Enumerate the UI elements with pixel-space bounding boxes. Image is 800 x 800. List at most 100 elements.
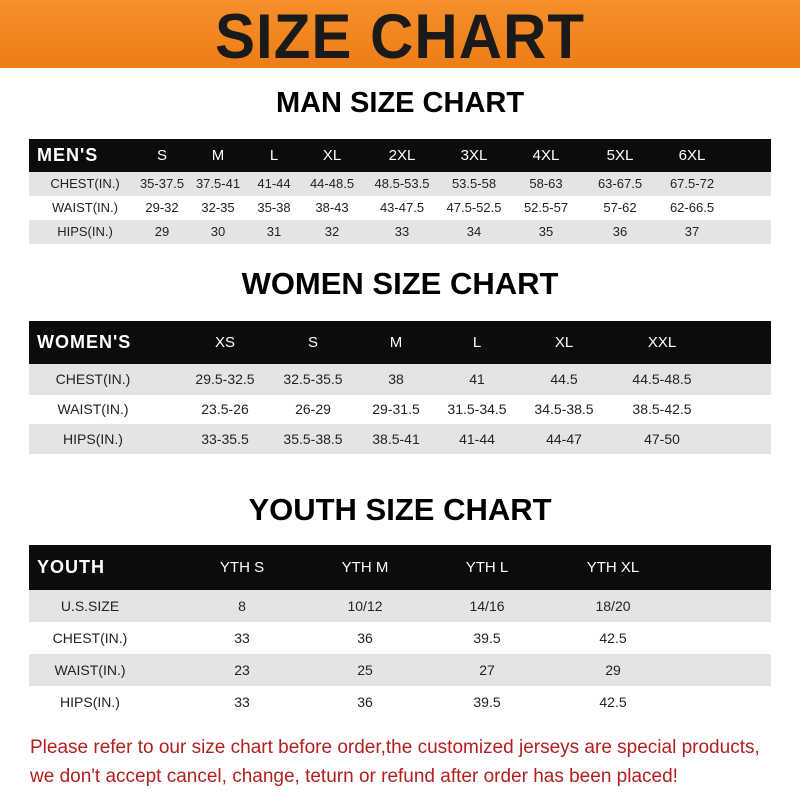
table-cell: 39.5 [473, 630, 501, 646]
table-cell: 31.5-34.5 [447, 401, 507, 417]
table-cell: 30 [210, 224, 226, 239]
page-title: SIZE CHART [215, 1, 585, 72]
table-cell: 8 [238, 598, 246, 614]
size-header: XXL [647, 334, 677, 351]
size-header: 4XL [532, 147, 560, 164]
table-cell: 32 [324, 224, 340, 239]
size-header: XL [322, 147, 342, 164]
table-cell: 33 [394, 224, 410, 239]
row-label: HIPS(IN.) [60, 694, 120, 710]
table-row: HIPS(IN.) 33 36 39.5 42.5 [29, 686, 771, 718]
size-header: M [211, 147, 225, 164]
table-cell: 44.5 [550, 371, 578, 387]
table-cell: 42.5 [599, 694, 627, 710]
table-cell: 31 [266, 224, 282, 239]
table-cell: 43-47.5 [379, 200, 425, 215]
table-title-cell: YOUTH [37, 557, 105, 577]
row-label: CHEST(IN.) [50, 176, 120, 191]
size-header: YTH S [219, 559, 265, 576]
table-row: CHEST(IN.) 35-37.5 37.5-41 41-44 44-48.5 48.5… [29, 172, 771, 196]
table-cell: 41-44 [459, 431, 495, 447]
table-cell: 26-29 [295, 401, 331, 417]
table-cell: 29.5-32.5 [195, 371, 255, 387]
table-cell: 35 [538, 224, 554, 239]
youth-size-chart-heading: YOUTH SIZE CHART [248, 492, 552, 527]
table-cell: 39.5 [473, 694, 501, 710]
table-cell: 35-37.5 [139, 176, 185, 191]
table-cell: 38 [388, 371, 404, 387]
table-title-cell: WOMEN'S [37, 332, 132, 352]
women-size-chart-heading: WOMEN SIZE CHART [241, 266, 559, 301]
table-cell: 25 [357, 662, 373, 678]
row-label: WAIST(IN.) [52, 200, 118, 215]
table-header-row: MEN'S S M L XL 2XL 3XL 4XL 5XL 6XL [29, 139, 771, 172]
table-cell: 33 [234, 694, 250, 710]
size-header: M [389, 334, 403, 351]
table-cell: 34.5-38.5 [534, 401, 594, 417]
table-header-row: YOUTH YTH S YTH M YTH L YTH XL [29, 545, 771, 590]
table-cell: 29-32 [145, 200, 179, 215]
men-size-chart-heading: MAN SIZE CHART [275, 87, 525, 119]
table-cell: 33-35.5 [201, 431, 249, 447]
table-row: HIPS(IN.) 33-35.5 35.5-38.5 38.5-41 41-44 44-… [29, 424, 771, 454]
size-header: S [307, 334, 319, 351]
table-header-row: WOMEN'S XS S M L XL XXL [29, 321, 771, 364]
row-label: U.S.SIZE [60, 598, 120, 614]
row-label: CHEST(IN.) [52, 630, 128, 646]
table-cell: 37.5-41 [195, 176, 241, 191]
size-header: YTH M [341, 559, 389, 576]
table-cell: 62-66.5 [669, 200, 715, 215]
order-notice: Please refer to our size chart before or… [30, 733, 790, 791]
table-cell: 63-67.5 [597, 176, 643, 191]
table-cell: 27 [479, 662, 495, 678]
table-cell: 47-50 [644, 431, 680, 447]
table-cell: 36 [357, 630, 373, 646]
table-cell: 67.5-72 [669, 176, 715, 191]
table-row: CHEST(IN.) 33 36 39.5 42.5 [29, 622, 771, 654]
table-row: CHEST(IN.) 29.5-32.5 32.5-35.5 38 41 44.5 44.5… [29, 364, 771, 395]
table-cell: 38.5-42.5 [632, 401, 692, 417]
title-banner: SIZE CHART [0, 0, 800, 72]
table-cell: 57-62 [603, 200, 637, 215]
table-cell: 58-63 [529, 176, 563, 191]
table-cell: 35-38 [257, 200, 291, 215]
table-row: WAIST(IN.) 29-32 32-35 35-38 38-43 43-47.5 47.… [29, 196, 771, 220]
row-label: WAIST(IN.) [54, 662, 126, 678]
row-label: CHEST(IN.) [55, 371, 131, 387]
table-cell: 37 [684, 224, 700, 239]
table-cell: 41 [469, 371, 485, 387]
size-header: 2XL [388, 147, 416, 164]
notice-line-2: we don't accept cancel, change, teturn o… [30, 766, 678, 787]
table-cell: 29-31.5 [372, 401, 420, 417]
size-header: 6XL [678, 147, 706, 164]
table-cell: 34 [466, 224, 482, 239]
size-header: YTH L [465, 559, 509, 576]
table-row: HIPS(IN.) 29 30 31 32 33 34 35 36 37 [29, 220, 771, 244]
row-label: HIPS(IN.) [63, 431, 123, 447]
size-header: XS [214, 334, 236, 351]
table-cell: 36 [357, 694, 373, 710]
table-cell: 32.5-35.5 [283, 371, 343, 387]
table-cell: 48.5-53.5 [374, 176, 430, 191]
size-header: XL [554, 334, 574, 351]
size-header: L [472, 334, 482, 351]
table-cell: 41-44 [257, 176, 291, 191]
table-cell: 53.5-58 [451, 176, 497, 191]
table-row: WAIST(IN.) 23 25 27 29 [29, 654, 771, 686]
table-cell: 10/12 [347, 598, 383, 614]
table-cell: 32-35 [201, 200, 235, 215]
size-header: YTH XL [586, 559, 640, 576]
table-row: U.S.SIZE 8 10/12 14/16 18/20 [29, 590, 771, 622]
table-cell: 52.5-57 [523, 200, 569, 215]
size-header: L [269, 147, 279, 164]
table-cell: 47.5-52.5 [446, 200, 502, 215]
table-cell: 35.5-38.5 [283, 431, 343, 447]
table-cell: 14/16 [469, 598, 505, 614]
table-cell: 23.5-26 [201, 401, 249, 417]
table-title-cell: MEN'S [37, 145, 99, 165]
row-label: WAIST(IN.) [57, 401, 129, 417]
size-header: S [156, 147, 168, 164]
table-cell: 36 [612, 224, 628, 239]
table-row: WAIST(IN.) 23.5-26 26-29 29-31.5 31.5-34.5 34… [29, 395, 771, 424]
row-label: HIPS(IN.) [57, 224, 113, 239]
